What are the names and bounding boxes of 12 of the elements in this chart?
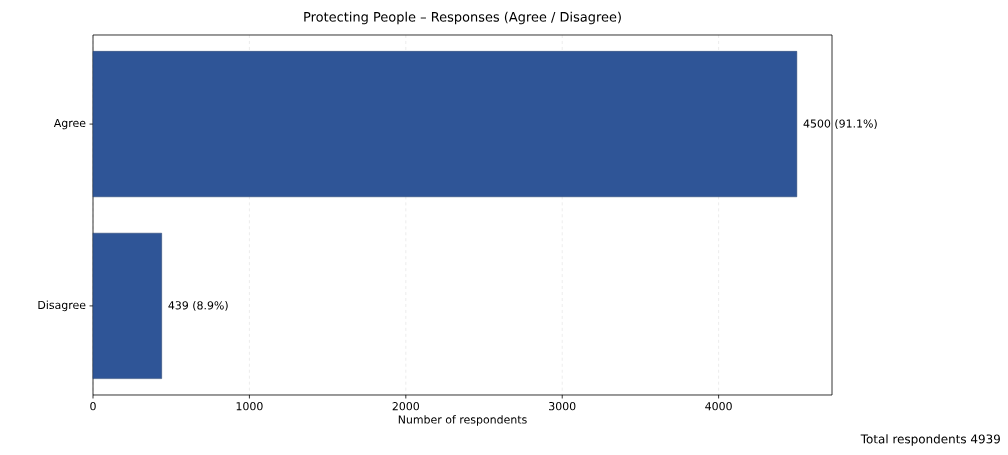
data-label: 4500 (91.1%) xyxy=(803,119,877,129)
x-tick-label: 0 xyxy=(90,402,96,411)
data-label: 439 (8.9%) xyxy=(168,301,228,311)
chart-title: Protecting People – Responses (Agree / Disagree) xyxy=(304,11,621,25)
y-tick-label: Agree xyxy=(53,118,86,130)
x-axis-title: Number of respondents xyxy=(398,415,527,426)
x-tick-label: 4000 xyxy=(705,402,732,411)
x-tick-label: 1000 xyxy=(236,402,263,411)
x-tick-label: 2000 xyxy=(392,402,420,411)
text: Total respondents 4939 xyxy=(860,434,1000,446)
y-tick-label: Disagree xyxy=(38,300,86,312)
x-tick-label: 3000 xyxy=(549,402,576,411)
